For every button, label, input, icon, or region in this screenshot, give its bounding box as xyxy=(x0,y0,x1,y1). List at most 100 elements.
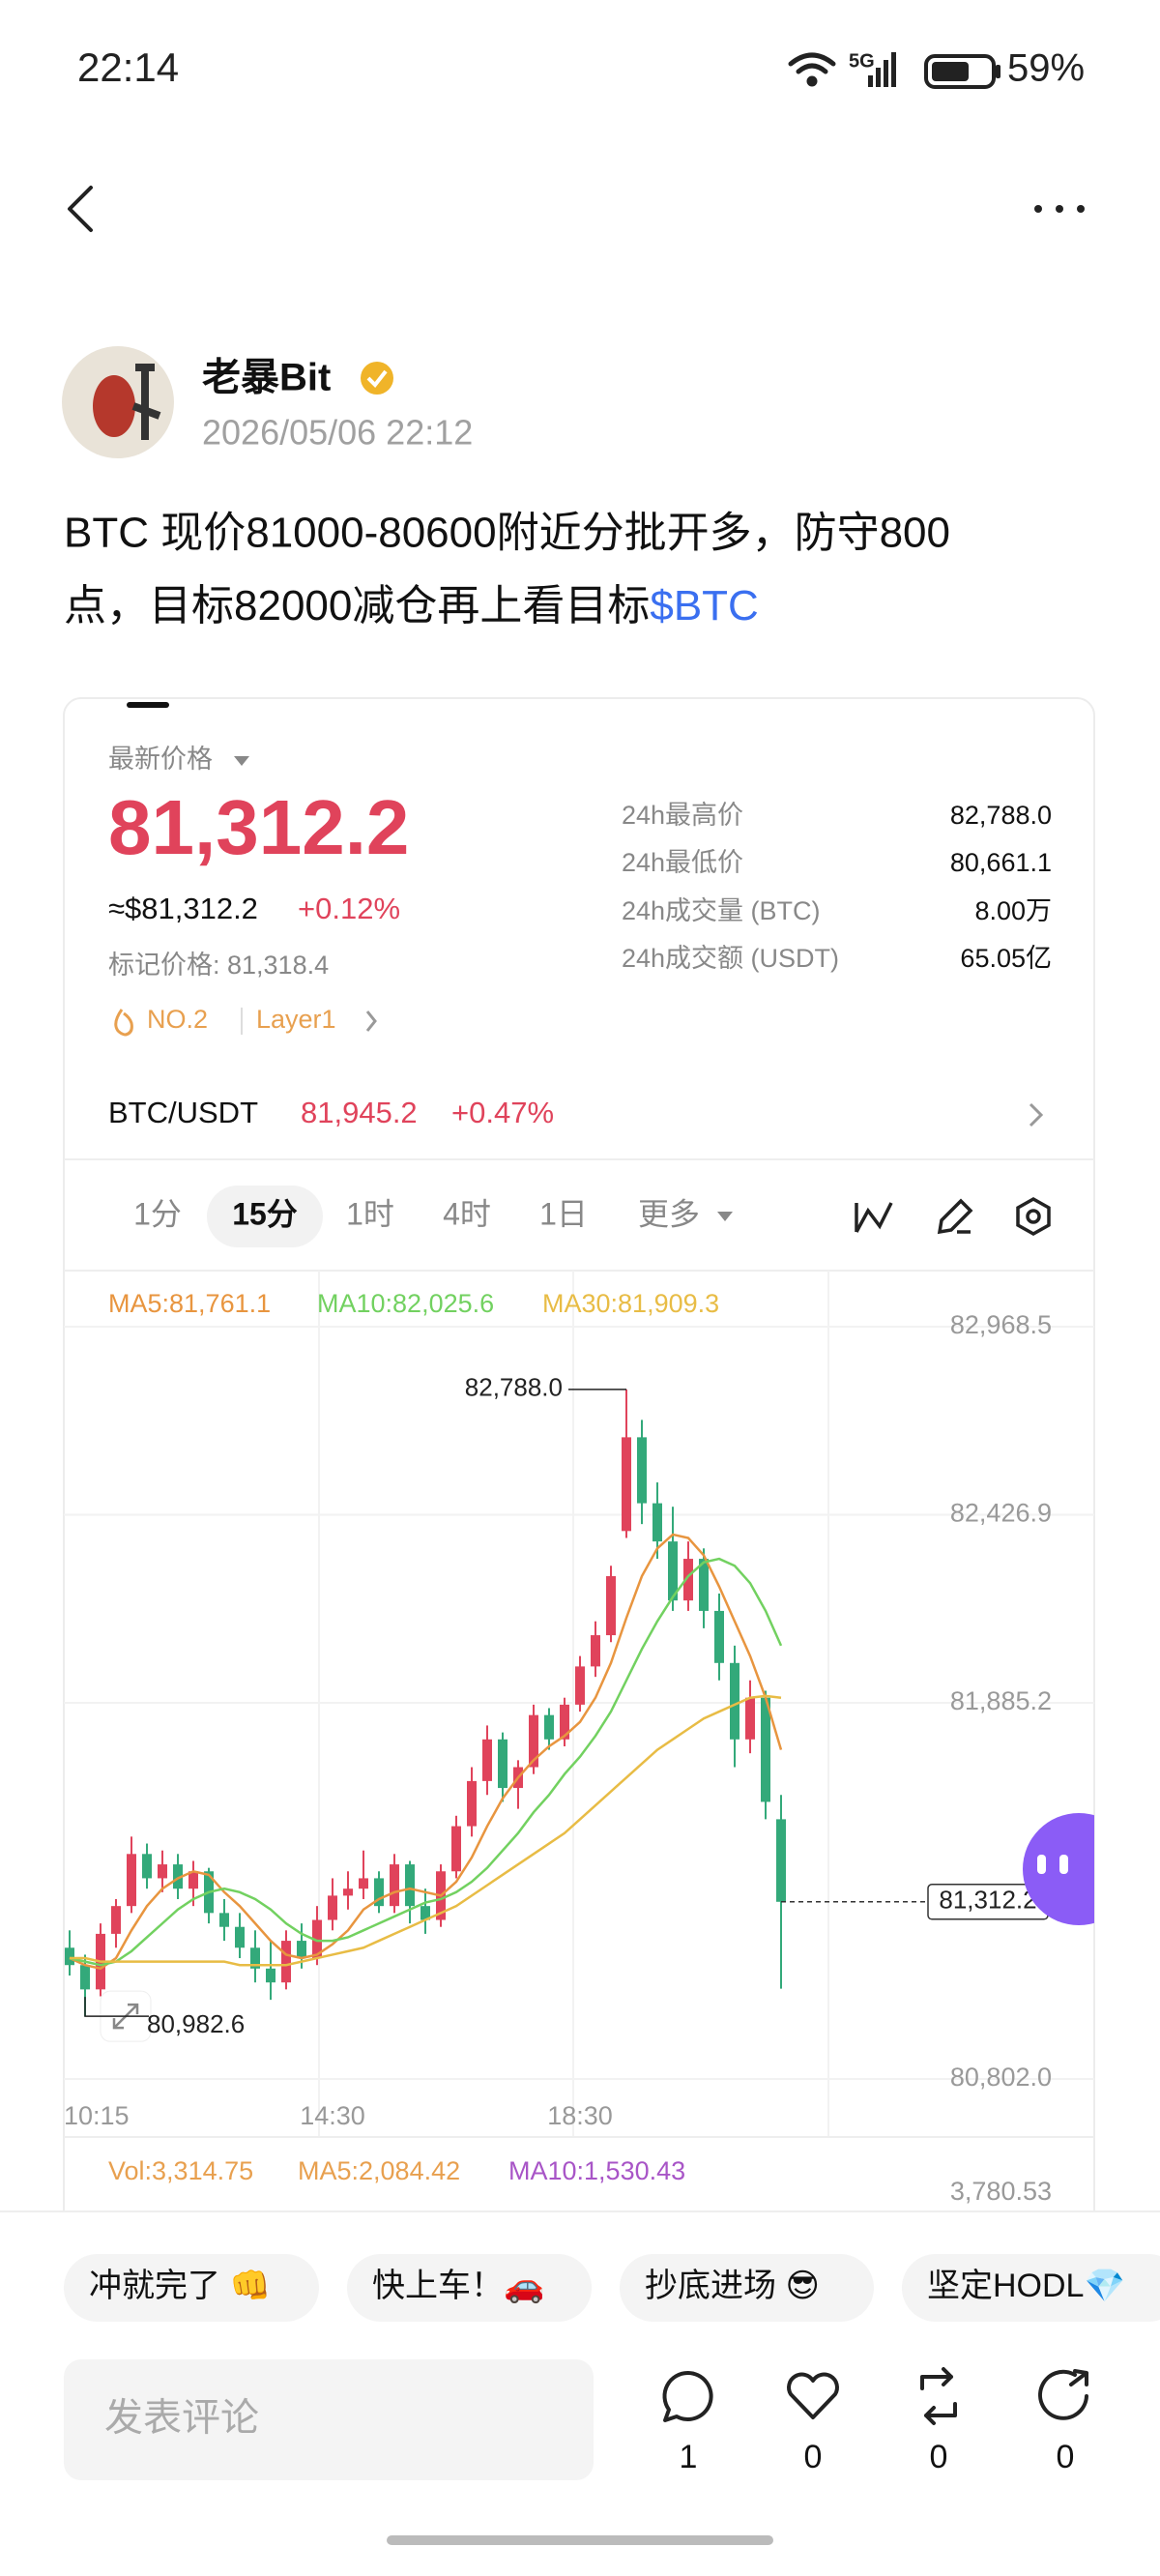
network-type: 5G xyxy=(849,50,875,72)
stat-value: 80,661.1 xyxy=(950,848,1052,877)
candle-body xyxy=(390,1864,399,1907)
candle-body xyxy=(328,1895,337,1920)
volume-axis-label: 3,780.53 xyxy=(950,2177,1052,2206)
rank-tag[interactable]: NO.2 xyxy=(147,1005,208,1034)
last-price: 81,312.2 xyxy=(108,784,409,870)
volume-label: MA5:2,084.42 xyxy=(298,2156,460,2185)
indicator-icon[interactable] xyxy=(855,1202,893,1233)
price-change: +0.12% xyxy=(298,892,400,925)
dropdown-icon xyxy=(234,756,249,766)
author-name[interactable]: 老暴Bit xyxy=(202,357,331,399)
reaction-chip-text: 坚定HODL💎 xyxy=(927,2268,1125,2304)
stat-label: 24h成交量 (BTC) xyxy=(622,896,821,925)
candle-body xyxy=(250,1947,260,1969)
low-label: 80,982.6 xyxy=(147,2009,245,2038)
candle-body xyxy=(730,1662,740,1740)
candle-body xyxy=(699,1559,709,1611)
volume-label: Vol:3,314.75 xyxy=(108,2156,253,2185)
candle-body xyxy=(142,1854,152,1879)
ma-line xyxy=(69,1533,783,1971)
more-button[interactable] xyxy=(1034,205,1085,213)
candle-body xyxy=(266,1968,276,1983)
timeframe-tab[interactable]: 1日 xyxy=(539,1196,588,1231)
settings-icon[interactable] xyxy=(1016,1196,1051,1237)
candle-body xyxy=(652,1503,662,1542)
price-label: 最新价格 xyxy=(108,745,213,774)
verified-badge xyxy=(361,362,393,395)
usd-price: ≈$81,312.2 xyxy=(108,892,258,925)
x-tick-label: 18:30 xyxy=(547,2101,613,2130)
candle-body xyxy=(359,1878,368,1889)
repost-icon[interactable] xyxy=(920,2367,957,2425)
stat-value: 65.05亿 xyxy=(960,944,1052,973)
candle-body xyxy=(745,1697,755,1740)
market-card xyxy=(63,697,1095,2343)
timeframe-tab[interactable]: 15分 xyxy=(232,1196,298,1231)
pair-change: +0.47% xyxy=(451,1096,554,1129)
candle-body xyxy=(761,1697,770,1802)
candle-body xyxy=(776,1819,786,1902)
avatar[interactable] xyxy=(62,346,174,458)
post-tag[interactable]: $BTC xyxy=(650,582,758,629)
current-price-label: 81,312.2 xyxy=(939,1886,1036,1915)
post-text: BTC 现价81000-80600附近分批开多，防守800 xyxy=(64,510,950,557)
comment-placeholder[interactable]: 发表评论 xyxy=(104,2397,259,2440)
low-marker xyxy=(84,1997,149,2017)
candle-body xyxy=(281,1941,291,1983)
candle-body xyxy=(127,1854,136,1907)
candle-body xyxy=(173,1864,183,1889)
back-button[interactable] xyxy=(68,186,93,232)
candle-body xyxy=(560,1704,569,1740)
pair-chevron[interactable] xyxy=(1029,1102,1044,1127)
candle-body xyxy=(482,1739,492,1781)
card-indicator xyxy=(127,702,169,708)
pair-name[interactable]: BTC/USDT xyxy=(108,1096,258,1129)
candle-body xyxy=(405,1864,415,1907)
comment-input[interactable] xyxy=(64,2359,594,2480)
action-count: 1 xyxy=(680,2439,698,2475)
candle-body xyxy=(451,1826,461,1872)
timeframe-tab[interactable]: 4时 xyxy=(443,1196,491,1231)
reaction-chip[interactable] xyxy=(64,2254,319,2322)
ma-legend: MA10:82,025.6 xyxy=(317,1289,494,1318)
like-icon[interactable] xyxy=(787,2372,839,2419)
reaction-chip[interactable] xyxy=(620,2254,874,2322)
timeframe-tab[interactable]: 1时 xyxy=(346,1196,394,1231)
y-tick-label: 81,885.2 xyxy=(950,1686,1052,1715)
timeframe-tab[interactable]: 更多 xyxy=(638,1196,700,1231)
draw-icon[interactable] xyxy=(937,1198,973,1235)
candle-body xyxy=(219,1913,229,1927)
candle-body xyxy=(188,1871,198,1889)
post-text: 点，目标82000减仓再上看目标$BTC xyxy=(64,582,759,629)
signal-icon xyxy=(868,52,896,87)
y-tick-label: 80,802.0 xyxy=(950,2063,1052,2092)
post-text: 点，目标82000减仓再上看目标 xyxy=(64,582,650,629)
share-icon[interactable] xyxy=(1038,2369,1088,2420)
reaction-chip[interactable] xyxy=(347,2254,592,2322)
candle-body xyxy=(467,1780,477,1827)
comment-icon[interactable] xyxy=(662,2370,713,2422)
candle-body xyxy=(529,1714,538,1768)
high-label: 82,788.0 xyxy=(465,1373,563,1402)
active-tab-bg xyxy=(207,1186,323,1247)
reaction-chip-text: 快上车！🚗 xyxy=(372,2268,544,2304)
action-count: 0 xyxy=(804,2439,823,2475)
stat-label: 24h最高价 xyxy=(622,801,743,830)
reaction-chip[interactable] xyxy=(902,2254,1160,2322)
ma-line xyxy=(69,1557,783,1967)
candle-body xyxy=(235,1926,245,1948)
x-tick-label: 10:15 xyxy=(64,2101,130,2130)
candle-body xyxy=(343,1888,353,1896)
ma-line xyxy=(70,1694,782,1967)
timeframe-tab[interactable]: 1分 xyxy=(133,1196,182,1231)
home-indicator xyxy=(387,2535,773,2545)
category-tag[interactable]: Layer1 xyxy=(256,1005,336,1034)
assistant-bubble[interactable] xyxy=(1023,1813,1135,1925)
pair-price: 81,945.2 xyxy=(301,1096,418,1129)
candle-body xyxy=(714,1610,724,1663)
candle-body xyxy=(606,1576,616,1636)
battery-icon xyxy=(924,54,1000,89)
stat-label: 24h成交额 (USDT) xyxy=(622,944,839,973)
post-date: 2026/05/06 22:12 xyxy=(202,413,473,453)
